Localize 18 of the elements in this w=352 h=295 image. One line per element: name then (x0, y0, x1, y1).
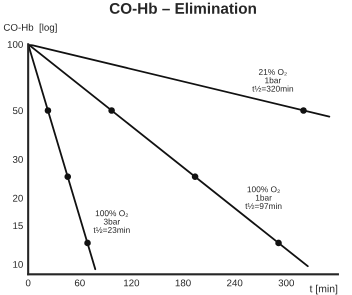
annotation: 100% O₂ 3bar t½=23min (94, 210, 130, 233)
y-tick-label: 20 (12, 194, 23, 202)
annotation: 100% O₂ 1bar t½=97min (245, 186, 282, 210)
x-tick-label: 60 (74, 279, 85, 286)
y-tick-label: 100 (8, 40, 23, 48)
x-tick-label: 180 (176, 279, 191, 286)
y-axis-title: CO-Hb [log] (4, 24, 57, 33)
x-tick-label: 0 (26, 279, 30, 286)
x-tick-label: 120 (124, 279, 140, 286)
x-tick-label: 300 (278, 279, 294, 286)
y-tick-label: 30 (12, 156, 23, 163)
x-axis-title: t [min] (310, 284, 338, 294)
chart-title: CO-Hb – Elimination (110, 2, 256, 14)
x-tick-label: 240 (227, 279, 242, 286)
y-tick-label: 10 (13, 261, 23, 268)
y-tick-label: 50 (12, 107, 23, 114)
y-tick-label: 15 (13, 222, 23, 230)
annotation: 21% O₂ 1bar t½=320min (252, 69, 294, 92)
